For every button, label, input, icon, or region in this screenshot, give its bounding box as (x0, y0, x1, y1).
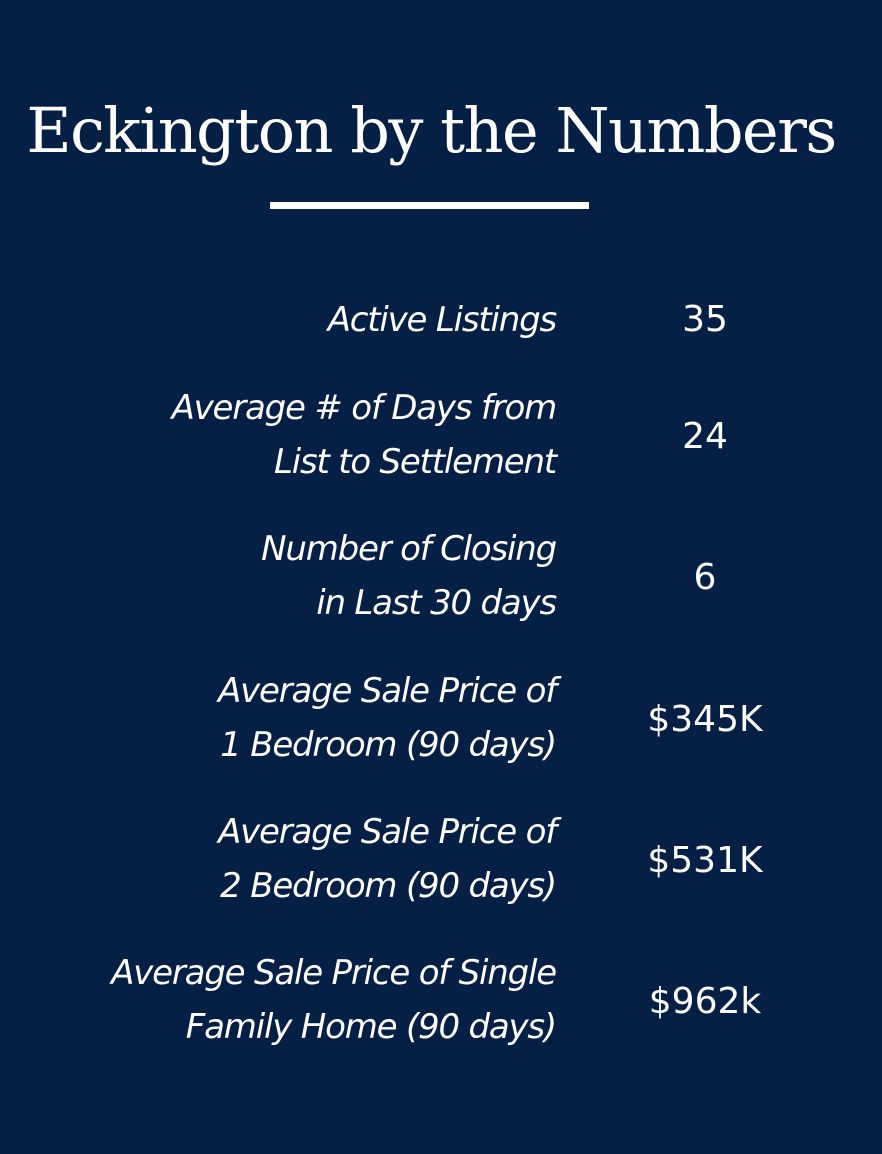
title-divider (270, 202, 589, 209)
stat-label-line: Number of Closing (261, 529, 557, 569)
stat-label: Average Sale Price of 1 Bedroom (90 days… (36, 664, 557, 772)
stat-value: $531K (647, 840, 763, 881)
stat-label: Average Sale Price of Single Family Home… (36, 946, 557, 1054)
page-title: Eckington by the Numbers (26, 93, 837, 167)
stat-label-line: Average # of Days from (171, 388, 558, 428)
stat-label-line: 1 Bedroom (90 days) (220, 725, 557, 765)
stat-value: 35 (682, 299, 728, 340)
stat-label-line: List to Settlement (273, 442, 557, 482)
stat-label-line: Average Sale Price of Single (111, 953, 557, 993)
stat-label: Average # of Days from List to Settlemen… (36, 381, 558, 489)
stat-label: Number of Closing in Last 30 days (36, 522, 557, 630)
stat-label-line: Average Sale Price of (218, 812, 557, 852)
stat-label-line: Active Listings (327, 300, 558, 340)
stat-value: $962k (648, 981, 762, 1022)
stat-label: Average Sale Price of 2 Bedroom (90 days… (36, 805, 557, 913)
stat-value: $345K (647, 699, 763, 740)
stat-label-line: Average Sale Price of (218, 671, 557, 711)
stat-label-line: 2 Bedroom (90 days) (220, 866, 557, 906)
stat-value: 24 (682, 416, 728, 457)
stat-label-line: in Last 30 days (316, 583, 557, 623)
stat-label: Active Listings (36, 293, 558, 347)
stat-value: 6 (693, 557, 717, 598)
stat-label-line: Family Home (90 days) (185, 1007, 557, 1047)
